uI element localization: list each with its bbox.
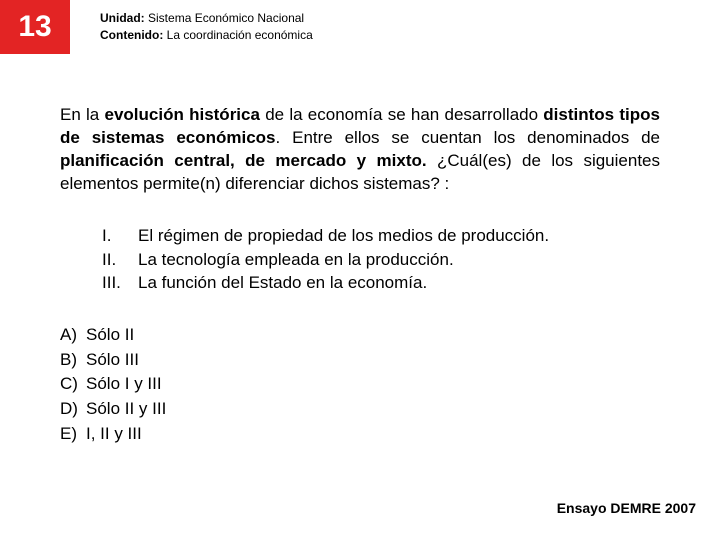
- content-area: En la evolución histórica de la economía…: [0, 54, 720, 446]
- option-item: A) Sólo II: [60, 323, 660, 348]
- option-letter: C): [60, 372, 86, 397]
- question-paragraph: En la evolución histórica de la economía…: [60, 104, 660, 196]
- slide-header: 13 Unidad: Sistema Económico Nacional Co…: [0, 0, 720, 54]
- option-letter: D): [60, 397, 86, 422]
- unidad-label: Unidad:: [100, 11, 145, 25]
- option-text: Sólo II: [86, 323, 134, 348]
- options-list: A) Sólo II B) Sólo III C) Sólo I y III D…: [60, 323, 660, 446]
- question-number: 13: [18, 10, 51, 44]
- option-text: Sólo III: [86, 348, 139, 373]
- unidad-line: Unidad: Sistema Económico Nacional: [100, 10, 313, 27]
- question-bold1: evolución histórica: [105, 105, 260, 124]
- contenido-label: Contenido:: [100, 28, 163, 42]
- contenido-value: La coordinación económica: [167, 28, 313, 42]
- roman-numeral: I.: [102, 224, 138, 248]
- roman-text: La función del Estado en la economía.: [138, 271, 427, 295]
- unidad-value: Sistema Económico Nacional: [148, 11, 304, 25]
- question-bold3: planificación central, de mercado y mixt…: [60, 151, 427, 170]
- footer-source: Ensayo DEMRE 2007: [557, 500, 696, 516]
- header-meta: Unidad: Sistema Económico Nacional Conte…: [70, 0, 313, 54]
- question-seg3: . Entre ellos se cuentan los denominados…: [276, 128, 660, 147]
- option-letter: B): [60, 348, 86, 373]
- roman-text: La tecnología empleada en la producción.: [138, 248, 454, 272]
- option-item: D) Sólo II y III: [60, 397, 660, 422]
- option-letter: E): [60, 422, 86, 447]
- option-item: C) Sólo I y III: [60, 372, 660, 397]
- roman-numeral: II.: [102, 248, 138, 272]
- roman-item: III. La función del Estado en la economí…: [102, 271, 660, 295]
- option-text: Sólo II y III: [86, 397, 166, 422]
- roman-numeral: III.: [102, 271, 138, 295]
- option-text: I, II y III: [86, 422, 142, 447]
- option-letter: A): [60, 323, 86, 348]
- roman-text: El régimen de propiedad de los medios de…: [138, 224, 549, 248]
- option-item: B) Sólo III: [60, 348, 660, 373]
- roman-item: II. La tecnología empleada en la producc…: [102, 248, 660, 272]
- question-seg1: En la: [60, 105, 105, 124]
- roman-item: I. El régimen de propiedad de los medios…: [102, 224, 660, 248]
- option-text: Sólo I y III: [86, 372, 162, 397]
- roman-list: I. El régimen de propiedad de los medios…: [102, 224, 660, 295]
- question-number-box: 13: [0, 0, 70, 54]
- contenido-line: Contenido: La coordinación económica: [100, 27, 313, 44]
- option-item: E) I, II y III: [60, 422, 660, 447]
- question-seg2: de la economía se han desarrollado: [260, 105, 543, 124]
